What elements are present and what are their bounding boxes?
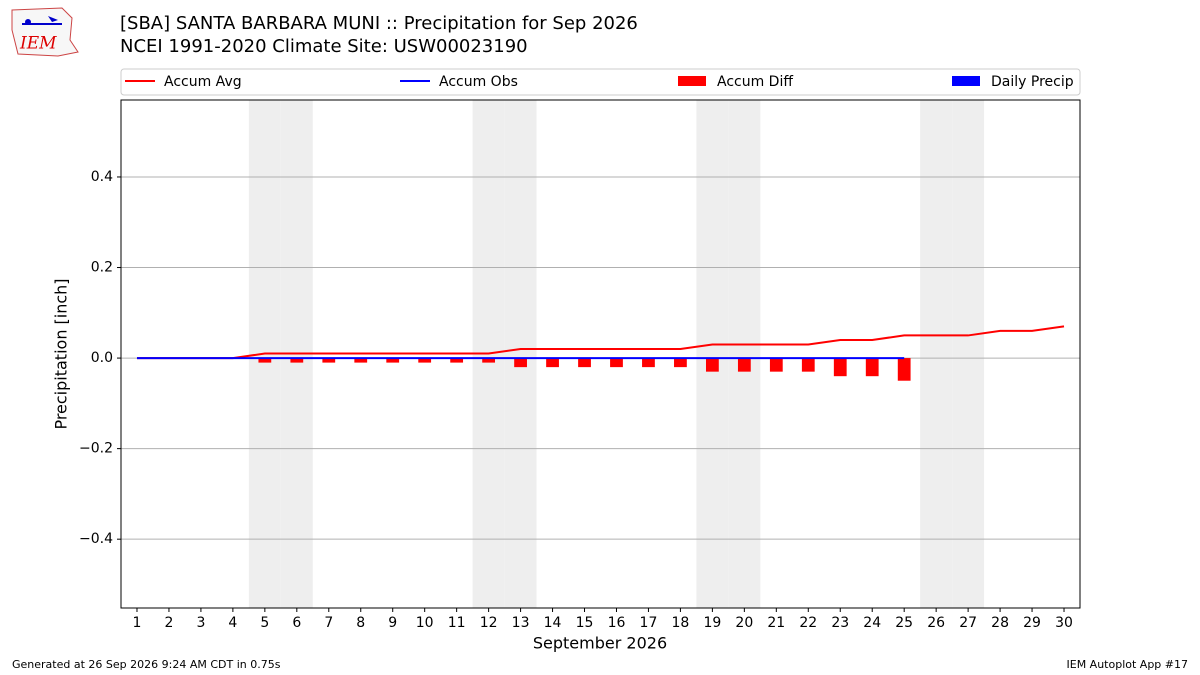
legend-label: Daily Precip (991, 74, 1074, 90)
x-tick-label: 6 (292, 615, 301, 631)
x-tick-label: 16 (608, 615, 626, 631)
y-tick-label: −0.4 (79, 531, 113, 547)
legend-swatch (952, 76, 980, 86)
x-tick-label: 1 (133, 615, 142, 631)
line (136, 325, 1065, 360)
x-tick-label: 22 (799, 615, 817, 631)
bar (865, 358, 879, 377)
x-tick-label: 30 (1055, 615, 1073, 631)
x-axis-label: September 2026 (533, 634, 667, 653)
bar (833, 358, 847, 377)
y-axis-label: Precipitation [inch] (52, 278, 71, 429)
legend-swatch (678, 76, 706, 86)
bar (290, 358, 304, 363)
bar (705, 358, 719, 372)
bar (610, 358, 623, 368)
y-tick-label: 0.0 (91, 350, 113, 366)
legend-label: Accum Avg (164, 74, 242, 90)
chart-title: [SBA] SANTA BARBARA MUNI :: Precipitatio… (120, 13, 638, 34)
y-tick-label: 0.2 (91, 260, 113, 276)
x-tick-label: 2 (164, 615, 173, 631)
logo-text: IEM (19, 34, 57, 54)
bar (482, 358, 496, 363)
footer-left: Generated at 26 Sep 2026 9:24 AM CDT in … (12, 658, 281, 671)
bar (642, 358, 655, 368)
x-tick-label: 5 (260, 615, 269, 631)
x-tick-label: 4 (228, 615, 237, 631)
footer-right: IEM Autoplot App #17 (1067, 658, 1189, 671)
x-tick-label: 29 (1023, 615, 1041, 631)
bar (386, 358, 400, 363)
x-tick-label: 11 (448, 615, 466, 631)
bar (801, 358, 815, 372)
bar (769, 358, 783, 372)
x-tick-label: 18 (672, 615, 690, 631)
x-tick-label: 15 (576, 615, 594, 631)
x-tick-label: 9 (388, 615, 397, 631)
logo: IEM (11, 7, 79, 57)
x-tick-label: 17 (640, 615, 658, 631)
x-tick-label: 19 (703, 615, 721, 631)
bar (674, 358, 687, 368)
x-tick-label: 3 (196, 615, 205, 631)
y-tick-label: −0.2 (79, 441, 113, 457)
x-tick-label: 28 (991, 615, 1009, 631)
bar (258, 358, 272, 363)
plot-frame (120, 99, 1081, 609)
x-tick-label: 12 (480, 615, 498, 631)
x-tick-label: 20 (735, 615, 753, 631)
bar (354, 358, 368, 363)
weekend-shade (952, 100, 985, 608)
bar (578, 358, 591, 368)
x-tick-label: 23 (831, 615, 849, 631)
x-tick-label: 14 (544, 615, 562, 631)
x-tick-label: 21 (767, 615, 785, 631)
x-tick-label: 13 (512, 615, 530, 631)
x-tick-label: 24 (863, 615, 881, 631)
x-tick-label: 25 (895, 615, 913, 631)
bar (897, 358, 911, 381)
bar (322, 358, 336, 363)
bar (546, 358, 559, 368)
x-tick-label: 7 (324, 615, 333, 631)
chart-subtitle: NCEI 1991-2020 Climate Site: USW00023190 (120, 36, 528, 57)
legend-label: Accum Obs (439, 74, 518, 90)
weekend-shade (728, 100, 761, 608)
bar (514, 358, 527, 368)
weekend-shade (920, 100, 953, 608)
weekend-shade (696, 100, 729, 608)
legend (120, 68, 1081, 96)
y-tick-label: 0.4 (91, 169, 113, 185)
x-tick-label: 10 (416, 615, 434, 631)
bar (737, 358, 751, 372)
x-tick-label: 27 (959, 615, 977, 631)
legend-label: Accum Diff (717, 74, 793, 90)
x-tick-label: 8 (356, 615, 365, 631)
bar (418, 358, 432, 363)
x-tick-label: 26 (927, 615, 945, 631)
bar (450, 358, 464, 363)
weekend-shade (504, 100, 537, 608)
